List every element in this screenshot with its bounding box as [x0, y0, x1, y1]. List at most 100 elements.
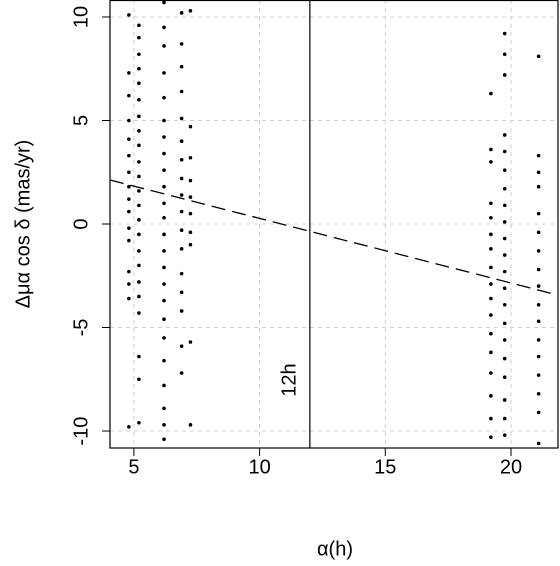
fit-line	[110, 179, 558, 296]
point	[127, 296, 131, 301]
point	[179, 89, 184, 94]
point	[162, 282, 166, 286]
point	[502, 321, 507, 326]
point	[127, 184, 131, 189]
point	[162, 135, 166, 139]
point	[489, 416, 493, 421]
point	[179, 176, 184, 181]
point	[502, 220, 507, 224]
point	[137, 420, 141, 425]
point	[137, 174, 141, 179]
point	[137, 218, 141, 222]
y-tick-label: 10	[70, 6, 92, 28]
point	[137, 203, 141, 208]
point	[162, 215, 166, 220]
y-tick-label: 5	[70, 115, 92, 126]
point	[536, 249, 541, 253]
point	[127, 93, 131, 98]
y-axis-label: Δμα cos δ (mas/yr)	[12, 140, 34, 309]
point	[188, 340, 193, 344]
point	[536, 302, 541, 307]
x-axis-label: α(h)	[317, 538, 353, 560]
point	[162, 336, 166, 340]
point	[127, 118, 131, 123]
point	[489, 313, 493, 317]
point	[179, 228, 184, 233]
point	[489, 296, 493, 301]
point	[536, 211, 541, 216]
point	[162, 0, 166, 5]
point	[162, 298, 166, 303]
y-tick-label: -5	[70, 319, 92, 337]
point	[162, 437, 166, 442]
point	[536, 354, 541, 359]
point	[536, 391, 541, 396]
point	[502, 73, 507, 77]
point	[489, 371, 493, 375]
x-tick-label: 5	[128, 456, 139, 478]
point	[162, 44, 166, 48]
point	[162, 151, 166, 156]
point	[489, 282, 493, 286]
point	[137, 249, 141, 253]
point	[502, 356, 507, 361]
point	[502, 433, 507, 437]
point	[179, 11, 184, 15]
point	[127, 13, 131, 17]
point	[162, 423, 166, 427]
point	[502, 253, 507, 257]
point	[162, 168, 166, 172]
point	[162, 118, 166, 123]
point	[489, 350, 493, 355]
point	[137, 23, 141, 28]
point	[127, 170, 131, 175]
point	[137, 143, 141, 148]
point	[502, 31, 507, 36]
point	[536, 373, 541, 377]
point	[162, 201, 166, 206]
point	[137, 66, 141, 71]
point	[137, 189, 141, 193]
x-tick-label: 20	[500, 456, 522, 478]
point	[489, 147, 493, 152]
point	[502, 203, 507, 208]
point	[137, 81, 141, 86]
point	[188, 178, 193, 183]
point	[536, 441, 541, 446]
point	[536, 410, 541, 415]
point	[489, 331, 493, 336]
point	[489, 265, 493, 270]
point	[179, 344, 184, 348]
point	[179, 271, 184, 276]
point	[489, 91, 493, 96]
point	[188, 230, 193, 235]
point	[162, 25, 166, 30]
point	[489, 160, 493, 164]
point	[188, 124, 193, 129]
x-tick-label: 10	[248, 456, 270, 478]
point	[502, 375, 507, 379]
point	[489, 201, 493, 206]
point	[188, 195, 193, 199]
point	[162, 71, 166, 75]
point	[137, 114, 141, 119]
point	[162, 406, 166, 411]
point	[137, 354, 141, 359]
point	[179, 158, 184, 162]
point	[502, 168, 507, 172]
point	[536, 153, 541, 158]
point	[137, 129, 141, 133]
point	[162, 184, 166, 189]
point	[127, 197, 131, 201]
point	[502, 302, 507, 307]
point	[502, 269, 507, 274]
plot-area	[110, 0, 558, 448]
point	[179, 247, 184, 251]
point	[536, 319, 541, 324]
point	[137, 311, 141, 315]
point	[127, 269, 131, 274]
point	[179, 309, 184, 313]
point	[536, 184, 541, 189]
point	[179, 64, 184, 69]
point	[502, 416, 507, 421]
